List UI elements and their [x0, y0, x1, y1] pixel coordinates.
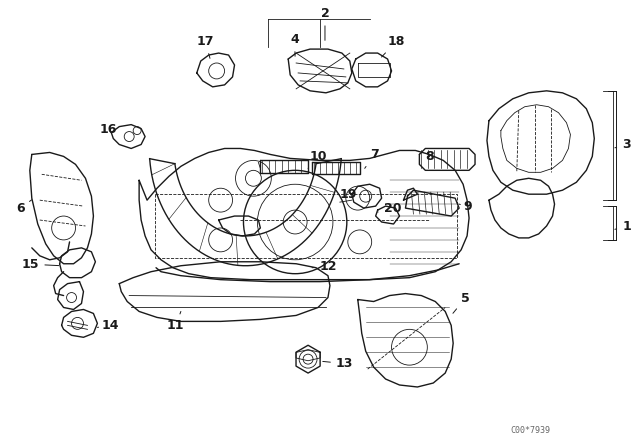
- Text: 12: 12: [312, 260, 337, 273]
- Text: 14: 14: [97, 319, 119, 332]
- Text: 20: 20: [378, 202, 401, 215]
- Text: C00*7939: C00*7939: [510, 426, 550, 435]
- Text: 19: 19: [340, 188, 357, 201]
- Text: 5: 5: [453, 292, 470, 313]
- Text: 15: 15: [22, 258, 59, 271]
- Text: 16: 16: [99, 123, 116, 136]
- Text: 4: 4: [290, 33, 299, 56]
- Text: 2: 2: [321, 7, 330, 40]
- Text: 13: 13: [323, 357, 353, 370]
- Text: 9: 9: [459, 200, 472, 213]
- Text: 6: 6: [16, 200, 31, 215]
- Text: 18: 18: [381, 35, 405, 57]
- Text: 17: 17: [196, 35, 214, 58]
- Text: 10: 10: [308, 151, 328, 168]
- Text: 8: 8: [426, 151, 434, 164]
- Text: 1: 1: [615, 220, 631, 233]
- Text: 7: 7: [365, 148, 378, 168]
- Text: 3: 3: [615, 138, 631, 151]
- Text: 11: 11: [167, 311, 184, 332]
